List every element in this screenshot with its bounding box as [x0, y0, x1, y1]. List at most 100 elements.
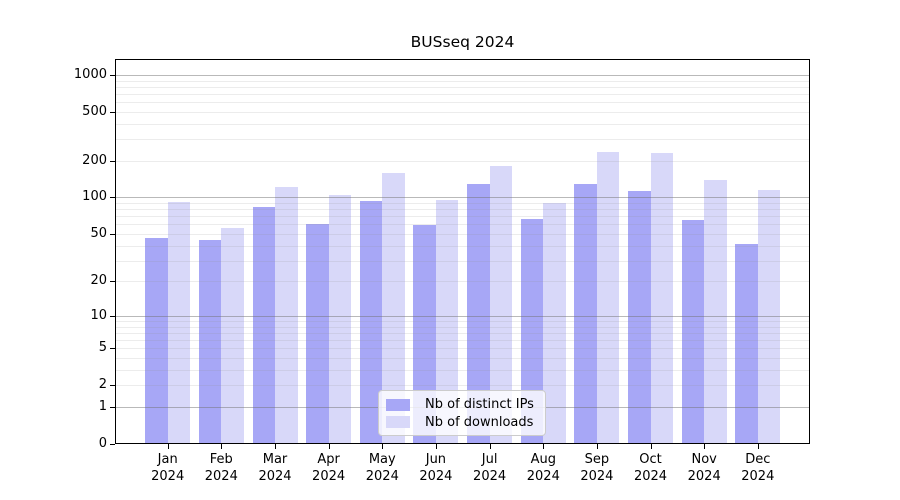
minor-gridline — [116, 234, 809, 235]
bar-distinct-ips-nov — [681, 220, 705, 443]
y-tick-label: 1000 — [73, 66, 107, 82]
minor-gridline — [116, 370, 809, 371]
minor-gridline — [116, 340, 809, 341]
y-tick — [110, 444, 115, 445]
minor-gridline — [116, 87, 809, 88]
bar-distinct-ips-mar — [252, 206, 275, 443]
x-tick — [435, 444, 437, 449]
minor-gridline — [116, 261, 809, 262]
minor-gridline — [116, 102, 809, 103]
minor-gridline — [116, 246, 809, 247]
y-tick-label: 10 — [90, 307, 107, 323]
bar-distinct-ips-sep — [574, 184, 597, 443]
legend-item-distinct-ips: Nb of distinct IPs — [386, 396, 537, 413]
bar-distinct-ips-jan — [145, 238, 168, 443]
y-tick — [110, 197, 115, 198]
x-tick-label: Aug 2024 — [526, 452, 560, 484]
minor-gridline — [116, 385, 809, 386]
x-tick-label: Jan 2024 — [151, 452, 185, 484]
bar-downloads-jul — [489, 165, 513, 443]
bar-downloads-aug — [543, 202, 566, 443]
bar-distinct-ips-jun — [413, 225, 436, 443]
x-tick-label: Jul 2024 — [473, 452, 507, 484]
minor-gridline — [116, 81, 809, 82]
minor-gridline — [116, 216, 809, 217]
bar-downloads-feb — [221, 228, 244, 443]
x-tick — [543, 444, 545, 449]
y-tick — [110, 112, 115, 113]
minor-gridline — [116, 358, 809, 359]
y-tick-label: 200 — [82, 152, 107, 168]
bar-downloads-jan — [167, 201, 191, 443]
legend-label-downloads: Nb of downloads — [425, 414, 534, 430]
x-tick — [382, 444, 384, 449]
y-tick-label: 100 — [82, 189, 107, 205]
minor-gridline — [116, 321, 809, 322]
chart-title: BUSseq 2024 — [410, 33, 515, 51]
bar-distinct-ips-jul — [467, 183, 490, 443]
bar-distinct-ips-feb — [198, 239, 222, 443]
x-tick — [167, 444, 169, 449]
minor-gridline — [116, 333, 809, 334]
x-tick — [596, 444, 598, 449]
bar-distinct-ips-dec — [735, 244, 758, 443]
x-tick-label: Dec 2024 — [741, 452, 775, 484]
x-tick — [328, 444, 330, 449]
minor-gridline — [116, 348, 809, 349]
y-tick — [110, 281, 115, 282]
bar-downloads-mar — [275, 186, 298, 443]
legend-item-downloads: Nb of downloads — [386, 414, 537, 431]
y-tick-label: 5 — [98, 340, 107, 356]
minor-gridline — [116, 209, 809, 210]
y-tick-label: 50 — [90, 225, 107, 241]
minor-gridline — [116, 161, 809, 162]
bar-distinct-ips-aug — [520, 218, 544, 443]
bar-downloads-oct — [650, 152, 673, 443]
x-tick — [275, 444, 276, 449]
bar-distinct-ips-may — [359, 200, 383, 443]
x-tick-label: Jun 2024 — [419, 452, 453, 484]
major-gridline — [116, 197, 809, 198]
x-tick — [757, 444, 759, 449]
major-gridline — [116, 75, 809, 76]
minor-gridline — [116, 139, 809, 140]
x-tick-label: Feb 2024 — [204, 452, 238, 484]
minor-gridline — [116, 224, 809, 225]
minor-gridline — [116, 203, 809, 204]
x-tick-label: Sep 2024 — [580, 452, 614, 484]
minor-gridline — [116, 327, 809, 328]
y-tick-label: 0 — [98, 436, 107, 451]
x-tick-label: Apr 2024 — [312, 452, 346, 484]
bar-downloads-sep — [596, 151, 620, 443]
legend: Nb of distinct IPs Nb of downloads — [378, 390, 546, 436]
bar-downloads-jun — [435, 199, 459, 443]
y-tick — [110, 75, 115, 76]
x-tick-label: Nov 2024 — [687, 452, 721, 484]
major-gridline — [116, 316, 809, 317]
bar-distinct-ips-apr — [306, 223, 329, 443]
minor-gridline — [116, 281, 809, 282]
x-tick — [704, 444, 706, 449]
y-tick — [110, 316, 115, 317]
x-tick — [489, 444, 491, 449]
x-tick — [650, 444, 652, 449]
y-tick-label: 1 — [98, 398, 107, 414]
y-tick — [110, 234, 115, 235]
bar-downloads-apr — [328, 194, 352, 443]
x-tick-label: May 2024 — [365, 452, 399, 484]
minor-gridline — [116, 112, 809, 113]
minor-gridline — [116, 94, 809, 95]
x-tick — [221, 444, 223, 449]
legend-swatch-distinct-ips — [386, 398, 410, 411]
bar-downloads-may — [382, 173, 405, 443]
y-tick — [110, 348, 115, 349]
minor-gridline — [116, 124, 809, 125]
legend-swatch-downloads — [386, 416, 410, 429]
y-tick — [110, 407, 115, 408]
y-tick-label: 2 — [98, 377, 107, 393]
y-tick — [110, 161, 115, 162]
x-tick-label: Mar 2024 — [258, 452, 292, 484]
y-tick-label: 20 — [90, 273, 107, 289]
legend-label-distinct-ips: Nb of distinct IPs — [425, 397, 534, 413]
